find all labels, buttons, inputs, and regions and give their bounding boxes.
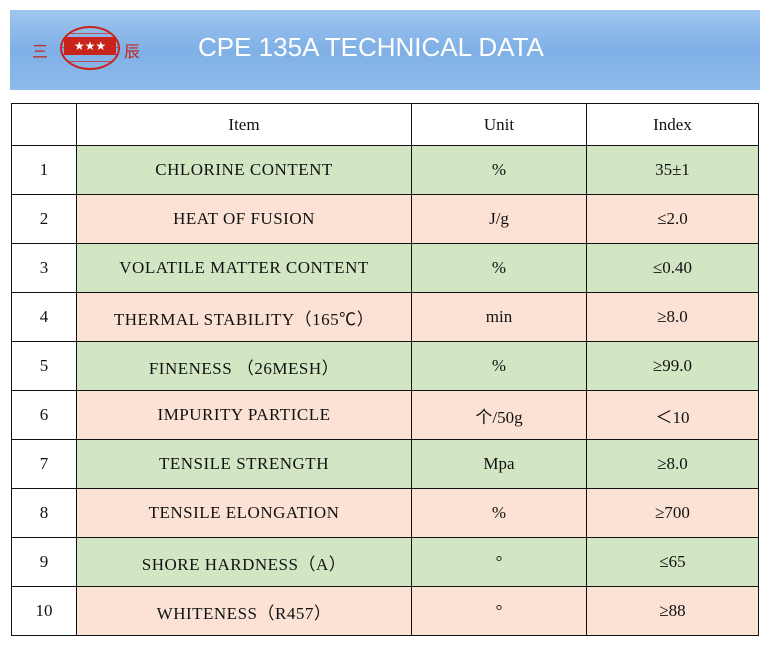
index: 35±1 [586, 145, 759, 195]
index: ≤0.40 [586, 243, 759, 293]
item: HEAT OF FUSION [76, 194, 412, 244]
unit: % [411, 243, 587, 293]
unit: ° [411, 586, 587, 636]
table-row: 4 THERMAL STABILITY（165℃） min ≥8.0 [11, 292, 759, 342]
logo-char: 辰 [124, 42, 141, 61]
item: THERMAL STABILITY（165℃） [76, 292, 412, 342]
item: CHLORINE CONTENT [76, 145, 412, 195]
header-cell [11, 103, 77, 146]
table-row: 7 TENSILE STRENGTH Mpa ≥8.0 [11, 439, 759, 489]
logo: 三 ★★★ 辰 [32, 24, 152, 76]
unit: J/g [411, 194, 587, 244]
index: ≥99.0 [586, 341, 759, 391]
table-row: 1 CHLORINE CONTENT% 35±1 [11, 145, 759, 195]
item: WHITENESS（R457） [76, 586, 412, 636]
header-row: Item Unit Index [11, 103, 759, 146]
table-row: 5 FINENESS （26MESH）% ≥99.0 [11, 341, 759, 391]
index: ≥8.0 [586, 292, 759, 342]
item: FINENESS （26MESH） [76, 341, 412, 391]
row-number: 4 [11, 292, 77, 342]
row-number: 3 [11, 243, 77, 293]
unit: 个/50g [411, 390, 587, 440]
table-row: 8 TENSILE ELONGATION% ≥700 [11, 488, 759, 538]
header-cell: Unit [411, 103, 587, 146]
item: TENSILE ELONGATION [76, 488, 412, 538]
index: ＜10 [586, 390, 759, 440]
unit: % [411, 145, 587, 195]
table-row: 2 HEAT OF FUSION J/g ≤2.0 [11, 194, 759, 244]
banner: 三 ★★★ 辰 CPE 135A TECHNICAL DATA [10, 10, 760, 90]
index: ≥88 [586, 586, 759, 636]
title: CPE 135A TECHNICAL DATA [198, 32, 544, 62]
item: VOLATILE MATTER CONTENT [76, 243, 412, 293]
item: SHORE HARDNESS（A） [76, 537, 412, 587]
unit: Mpa [411, 439, 587, 489]
row-number: 2 [11, 194, 77, 244]
logo-char: 三 [32, 42, 49, 61]
row-number: 9 [11, 537, 77, 587]
header-cell: Index [586, 103, 759, 146]
index: ≤65 [586, 537, 759, 587]
data-table: Item Unit Index 1 CHLORINE CONTENT% 35±1 2 H… [11, 103, 759, 636]
row-number: 6 [11, 390, 77, 440]
table-row: 6 IMPURITY PARTICLE 个/50g ＜10 [11, 390, 759, 440]
row-number: 1 [11, 145, 77, 195]
table-row: 3 VOLATILE MATTER CONTENT% ≤0.40 [11, 243, 759, 293]
index: ≤2.0 [586, 194, 759, 244]
unit: ° [411, 537, 587, 587]
header-cell: Item [76, 103, 412, 146]
unit: min [411, 292, 587, 342]
table-row: 10 WHITENESS（R457） ° ≥88 [11, 586, 759, 636]
row-number: 10 [11, 586, 77, 636]
item: IMPURITY PARTICLE [76, 390, 412, 440]
item: TENSILE STRENGTH [76, 439, 412, 489]
index: ≥700 [586, 488, 759, 538]
row-number: 5 [11, 341, 77, 391]
table-row: 9 SHORE HARDNESS（A） ° ≤65 [11, 537, 759, 587]
index: ≥8.0 [586, 439, 759, 489]
unit: % [411, 488, 587, 538]
unit: % [411, 341, 587, 391]
row-number: 8 [11, 488, 77, 538]
logo-stars: ★★★ [64, 37, 116, 55]
row-number: 7 [11, 439, 77, 489]
